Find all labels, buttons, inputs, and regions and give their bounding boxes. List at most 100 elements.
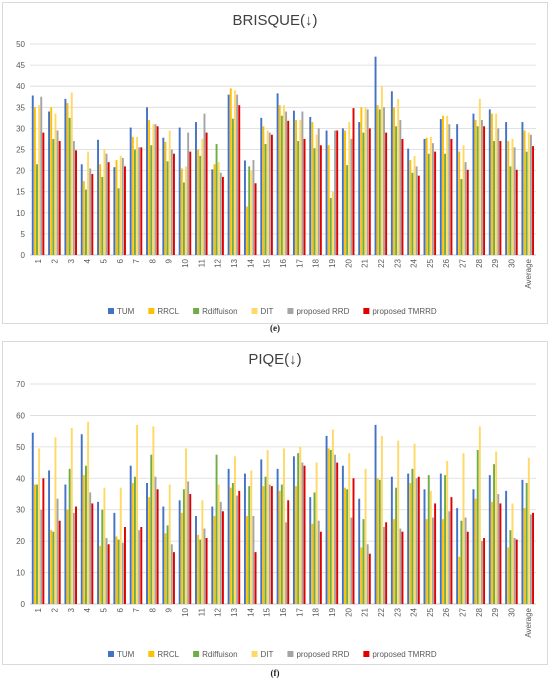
bar-tum-25: [423, 489, 426, 604]
legend-label-proposed-tmrrd: proposed TMRRD: [372, 307, 437, 316]
bar-rdiffuison-25: [427, 475, 430, 604]
bar-rdiffuison-29: [493, 464, 495, 604]
bar-rrcl-22: [376, 105, 379, 255]
x-tick-label: 5: [99, 258, 108, 263]
bar-proposed-tmrrd-27: [466, 531, 469, 604]
bar-proposed-rrd-21: [366, 544, 369, 604]
x-tick-label: 4: [83, 258, 92, 263]
bar-tum-7: [129, 127, 132, 255]
y-tick-label: 10: [16, 209, 25, 218]
x-tick-label: 19: [328, 607, 337, 616]
bar-tum-14: [243, 160, 246, 255]
bar-proposed-rrd-10: [187, 132, 190, 255]
bar-tum-17: [292, 110, 295, 256]
bar-dit-7: [136, 136, 139, 255]
y-tick-label: 50: [16, 443, 25, 452]
bar-rrcl-30: [507, 141, 510, 255]
brisque-chart-title: BRISQUE(↓): [232, 12, 318, 29]
bar-proposed-rrd-16: [285, 111, 288, 256]
bar-rrcl-18: [311, 523, 314, 604]
bar-tum-7: [129, 465, 132, 604]
bar-tum-6: [113, 167, 116, 255]
x-tick-label: 12: [214, 258, 223, 267]
bar-rdiffuison-15: [264, 144, 267, 255]
bar-rrcl-8: [148, 119, 151, 256]
bar-proposed-tmrrd-13: [238, 105, 241, 255]
x-tick-label: 19: [328, 258, 337, 267]
bar-rrcl-21: [360, 107, 363, 255]
bar-proposed-tmrrd-20: [352, 478, 355, 604]
x-tick-label: 20: [344, 258, 353, 267]
legend-swatch-rdiffuison: [193, 308, 200, 314]
bar-proposed-rrd-8: [154, 476, 157, 604]
brisque-chart-panel: BRISQUE(↓) 0 5 10 15 20 25 30 35 40 45 50 1 2 3 4 5 6 7 8 9…: [0, 0, 550, 334]
bar-rrcl-1: [33, 107, 36, 255]
x-tick-label: 16: [279, 607, 288, 616]
bar-proposed-rrd-14: [252, 160, 255, 255]
bar-rrcl-6: [115, 160, 118, 255]
bar-proposed-rrd-30: [513, 538, 516, 604]
bar-dit-28: [478, 98, 481, 255]
bar-dit-22: [380, 86, 383, 255]
bar-dit-24: [413, 443, 416, 604]
bar-proposed-rrd-22: [383, 527, 385, 604]
x-tick-label: 17: [295, 607, 304, 616]
bar-dit-14: [250, 170, 253, 255]
bar-proposed-rrd-18: [317, 128, 320, 255]
bar-tum-4: [80, 164, 83, 255]
bar-proposed-tmrrd-27: [466, 169, 469, 255]
y-tick-label: 25: [16, 146, 25, 155]
x-tick-label: 6: [116, 258, 125, 263]
bar-dit-17: [299, 119, 302, 256]
bar-dit-17: [299, 446, 302, 604]
bar-proposed-rrd-5: [105, 538, 108, 604]
bar-rrcl-17: [295, 119, 298, 256]
bar-rrcl-2: [50, 107, 53, 255]
bar-proposed-tmrrd-13: [238, 490, 241, 604]
bar-tum-9: [162, 137, 165, 255]
bar-dit-23: [397, 98, 400, 255]
bar-proposed-rrd-19: [334, 130, 337, 255]
x-tick-label: 30: [508, 607, 517, 616]
x-tick-label: 1: [34, 607, 43, 612]
bar-rrcl-18: [311, 122, 314, 255]
y-tick-label: 30: [16, 124, 25, 133]
bar-tum-28: [472, 489, 475, 604]
x-tick-label: 9: [165, 607, 174, 612]
bar-dit-5: [103, 487, 106, 604]
bar-rrcl-4: [82, 181, 85, 255]
x-tick-label: 20: [344, 607, 353, 616]
bar-rdiffuison-4: [85, 189, 87, 255]
x-tick-label: 7: [132, 258, 141, 263]
bar-rrcl-21: [360, 547, 363, 604]
y-tick-label: 5: [21, 230, 26, 239]
bar-rdiffuison-15: [264, 476, 267, 604]
bar-rdiffuison-3: [68, 468, 71, 604]
bar-tum-23: [390, 91, 393, 255]
bar-rdiffuison-13: [231, 118, 234, 255]
bar-proposed-rrd-6: [121, 157, 124, 255]
x-tick-label: 13: [230, 607, 239, 616]
bar-proposed-tmrrd-2: [58, 520, 61, 604]
bar-dit-24: [413, 155, 416, 255]
bar-rrcl-9: [164, 141, 167, 255]
x-tick-label: 10: [181, 258, 190, 267]
bar-dit-15: [266, 450, 269, 604]
bar-proposed-tmrrd-4: [91, 173, 94, 255]
bar-dit-12: [217, 162, 220, 255]
bar-dit-13: [234, 90, 236, 255]
bar-proposed-rrd-4: [89, 492, 92, 604]
bar-dit-8: [152, 426, 155, 604]
legend-label-tum: TUM: [117, 650, 135, 659]
bar-tum-4: [80, 434, 83, 604]
bar-proposed-rrd-1: [40, 509, 43, 604]
bar-tum-14: [243, 473, 246, 604]
bar-tum-25: [423, 138, 426, 255]
bar-dit-25: [429, 136, 432, 255]
bar-rdiffuison-25: [427, 153, 430, 255]
x-tick-label: 13: [230, 258, 239, 267]
legend-label-proposed-tmrrd: proposed TMRRD: [372, 650, 437, 659]
bar-proposed-rrd-21: [366, 109, 369, 255]
legend-swatch-dit: [251, 308, 258, 314]
